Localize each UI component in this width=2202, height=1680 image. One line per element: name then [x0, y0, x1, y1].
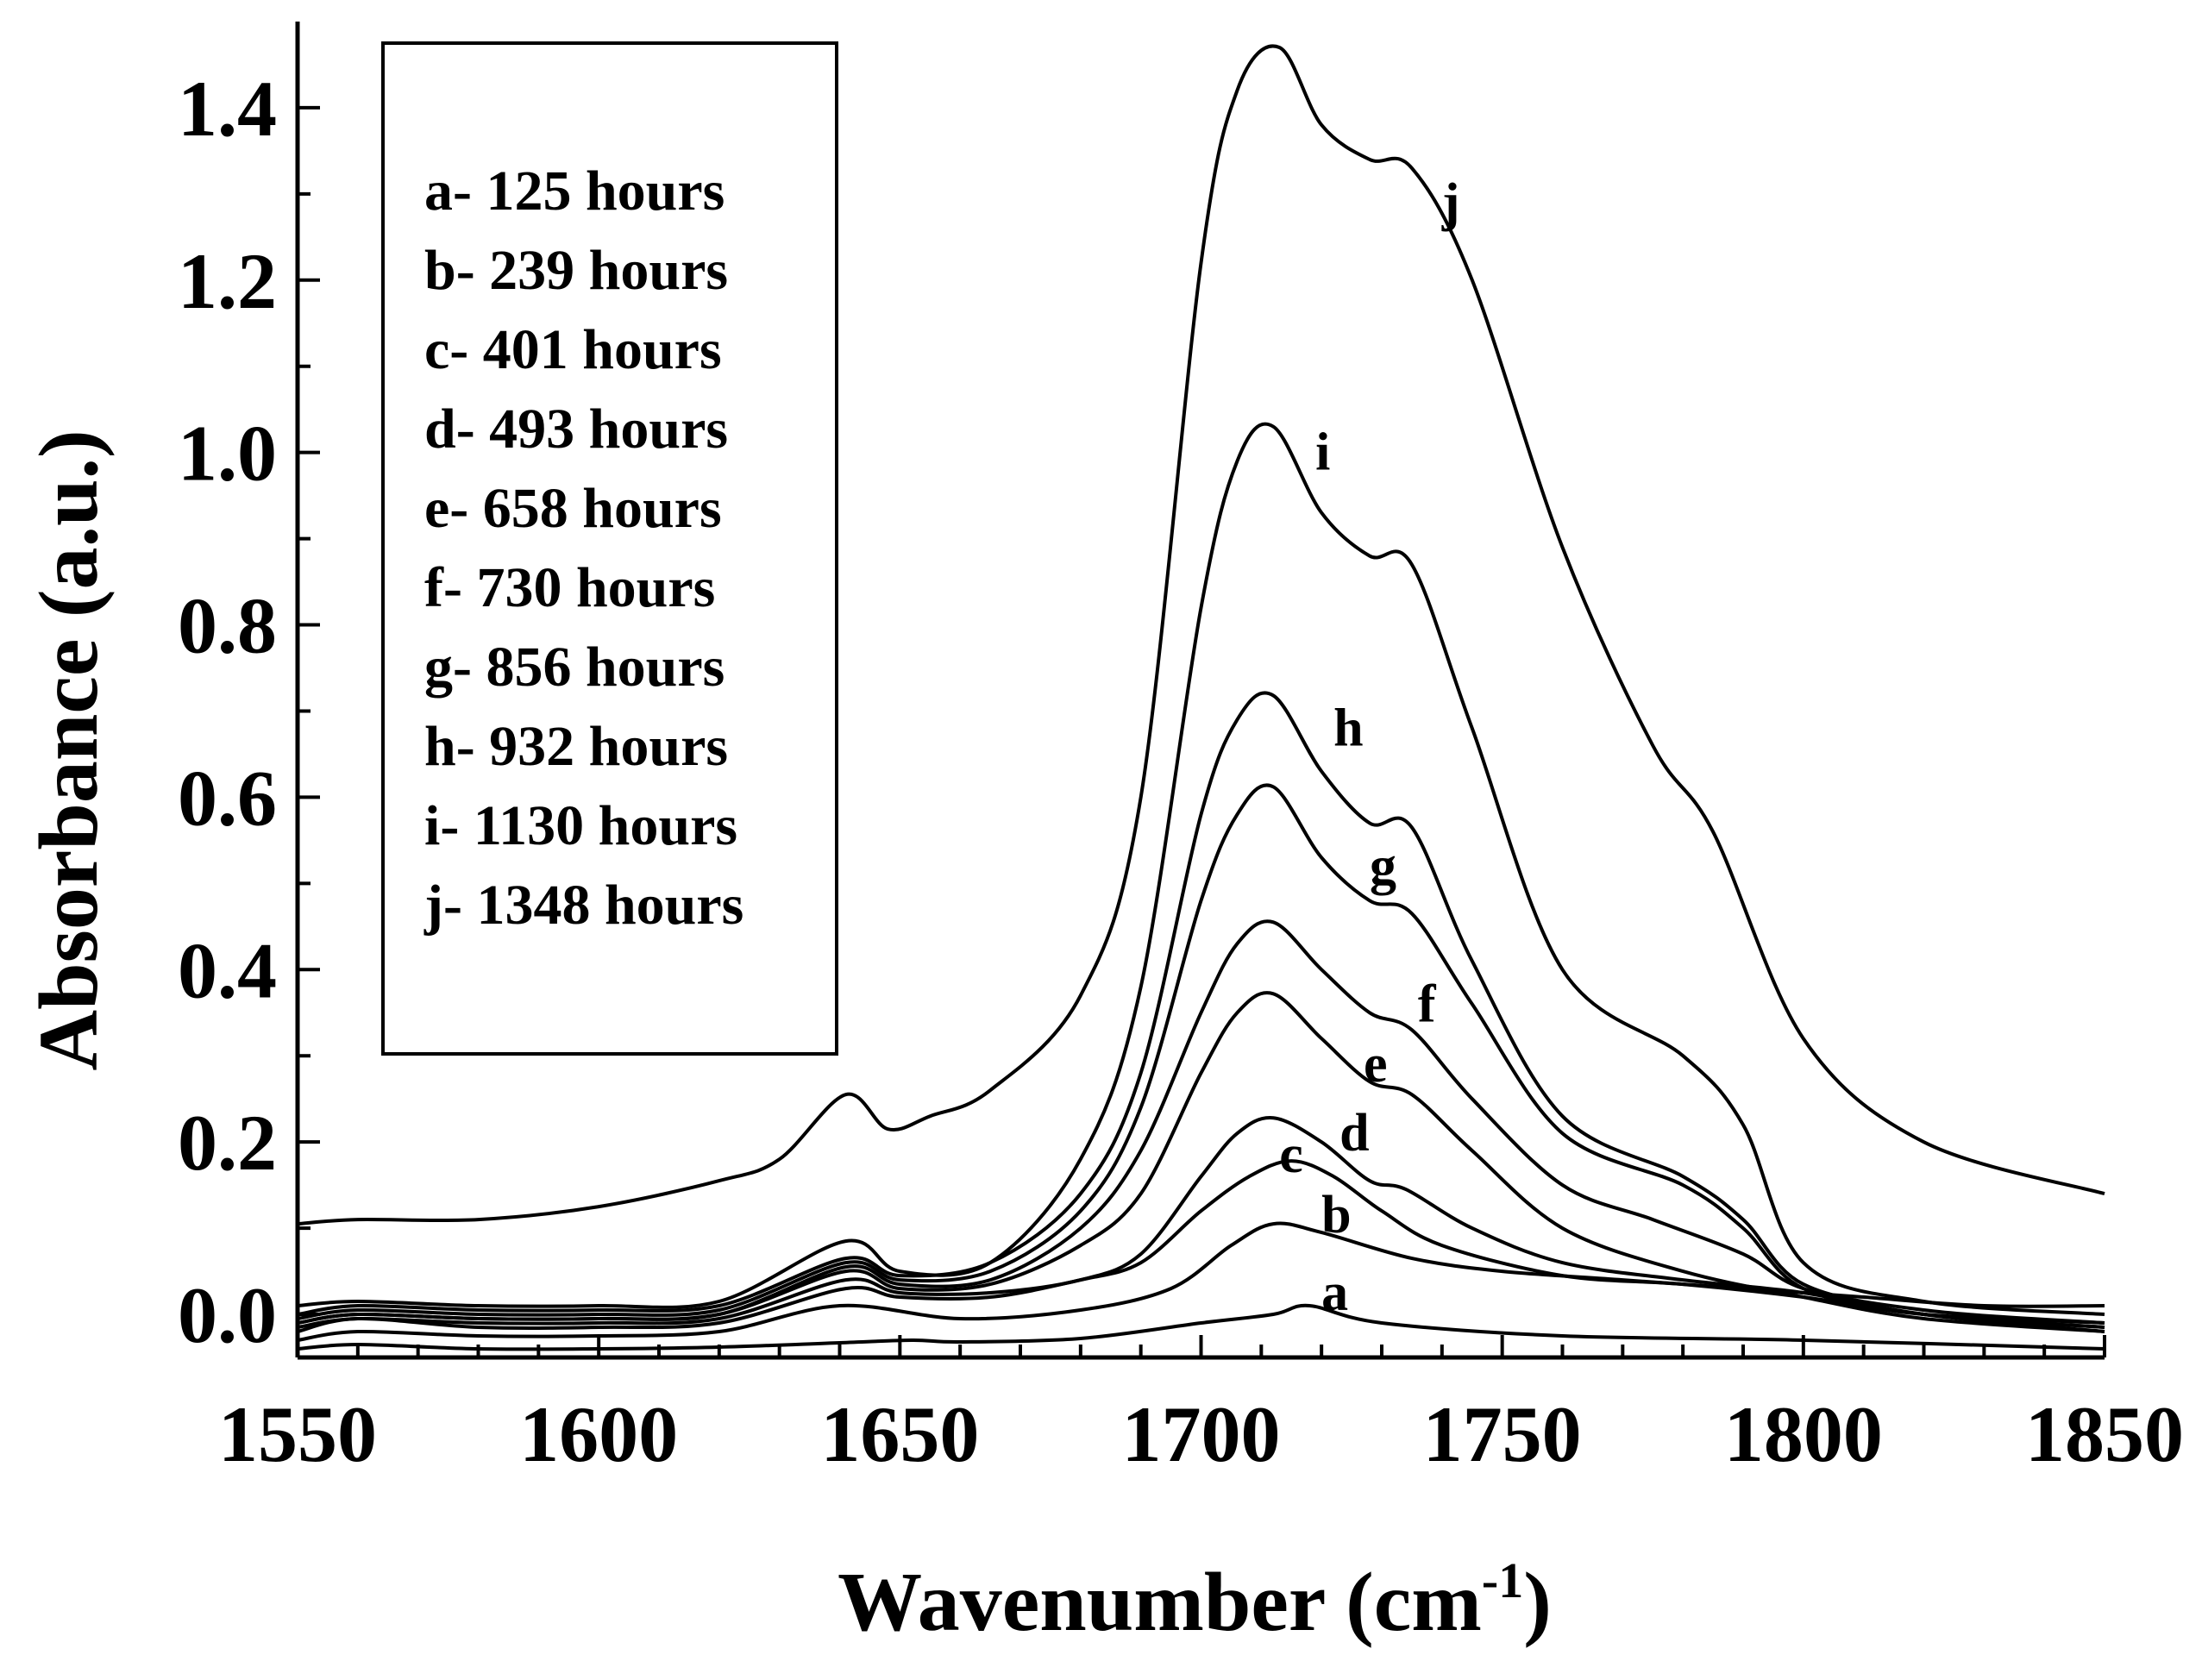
legend-entry: j- 1348 hours: [423, 874, 743, 937]
y-tick-label: 0.4: [178, 926, 277, 1014]
y-tick-label: 0.6: [178, 754, 277, 842]
series-line-f: [297, 919, 2105, 1333]
legend-entry: c- 401 hours: [424, 318, 722, 381]
y-tick-label: 0.8: [178, 582, 277, 670]
y-tick-label: 0.2: [178, 1099, 277, 1187]
curve-label-i: i: [1315, 423, 1330, 482]
x-tick-label: 1650: [820, 1390, 979, 1478]
x-axis-title-close: ): [1523, 1556, 1552, 1649]
y-axis-title: Absorbance (a.u.): [22, 429, 116, 1070]
x-tick-label: 1550: [218, 1390, 377, 1478]
legend-entry: b- 239 hours: [424, 239, 728, 302]
legend-entry: d- 493 hours: [424, 398, 728, 461]
series-line-c: [297, 1159, 2105, 1333]
legend: a- 125 hours b- 239 hours c- 401 hours d- 4…: [381, 41, 838, 1056]
y-tick-label: 1.2: [178, 237, 277, 325]
curve-label-d: d: [1339, 1104, 1369, 1163]
curve-label-layer: abc def g h i j: [1279, 173, 1459, 1322]
curve-label-g: g: [1370, 837, 1396, 895]
series-line-a: [297, 1303, 2105, 1351]
series-line-h: [297, 691, 2105, 1325]
curve-label-b: b: [1321, 1186, 1351, 1244]
x-axis-ticks: 1550 1600 1650 1700 1750 1800 1850: [218, 1335, 2184, 1478]
curve-label-c: c: [1279, 1125, 1303, 1184]
y-axis-ticks: 0.0 0.2 0.4 0.6 0.8 1.0 1.2 1.4: [178, 65, 320, 1359]
legend-entry: g- 856 hours: [424, 636, 725, 699]
series-line-d: [297, 1116, 2105, 1329]
curve-label-j: j: [1441, 173, 1460, 232]
legend-entry: e- 658 hours: [424, 477, 722, 540]
curve-label-h: h: [1333, 699, 1363, 757]
x-tick-label: 1700: [1122, 1390, 1281, 1478]
legend-entry: f- 730 hours: [424, 556, 715, 619]
curve-label-e: e: [1364, 1035, 1388, 1094]
curve-label-a: a: [1321, 1263, 1348, 1322]
y-tick-label: 1.4: [178, 65, 277, 153]
x-tick-label: 1850: [2025, 1390, 2184, 1478]
x-tick-label: 1800: [1724, 1390, 1883, 1478]
series-line-j: [297, 44, 2105, 1226]
x-tick-label: 1600: [519, 1390, 678, 1478]
series-line-g: [297, 783, 2105, 1329]
y-tick-label: 0.0: [178, 1271, 277, 1359]
legend-entry: a- 125 hours: [424, 160, 725, 223]
x-axis-title-superscript: -1: [1482, 1552, 1523, 1608]
x-tick-label: 1750: [1423, 1390, 1582, 1478]
curve-label-f: f: [1418, 975, 1437, 1033]
series-line-i: [297, 422, 2105, 1316]
legend-entry: i- 1130 hours: [424, 794, 737, 857]
y-tick-label: 1.0: [178, 410, 277, 498]
x-axis-title-main: Wavenumber (cm: [838, 1556, 1482, 1649]
x-axis-title: Wavenumber (cm-1): [838, 1552, 1552, 1649]
legend-entry: h- 932 hours: [424, 715, 728, 778]
legend-box: [381, 41, 838, 1056]
series-layer: [297, 44, 2105, 1351]
